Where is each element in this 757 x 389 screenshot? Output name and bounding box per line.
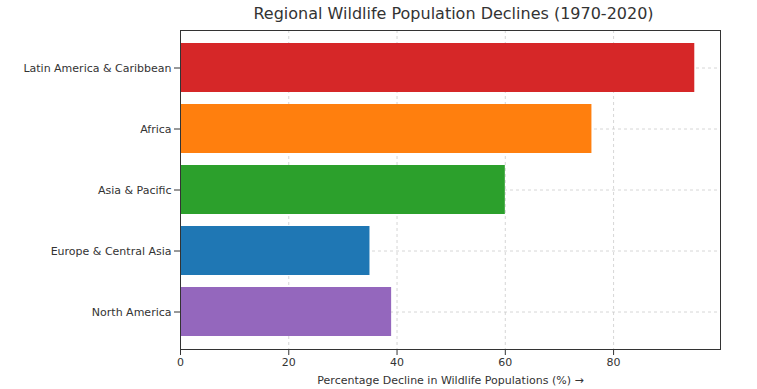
svg-text:0: 0	[177, 356, 184, 369]
svg-text:Europe & Central Asia: Europe & Central Asia	[51, 245, 172, 258]
svg-text:40: 40	[390, 356, 404, 369]
svg-text:North America: North America	[92, 306, 172, 319]
svg-text:Percentage Decline in Wildlife: Percentage Decline in Wildlife Populatio…	[317, 374, 583, 387]
svg-text:20: 20	[282, 356, 296, 369]
svg-text:Asia & Pacific: Asia & Pacific	[98, 184, 172, 197]
svg-text:80: 80	[607, 356, 621, 369]
svg-text:Latin America & Caribbean: Latin America & Caribbean	[23, 62, 171, 75]
svg-text:60: 60	[498, 356, 512, 369]
html-text:Regional Wildlife Population D: Regional Wildlife Population Declines (1…	[253, 4, 654, 23]
svg-text:Africa: Africa	[140, 123, 171, 136]
